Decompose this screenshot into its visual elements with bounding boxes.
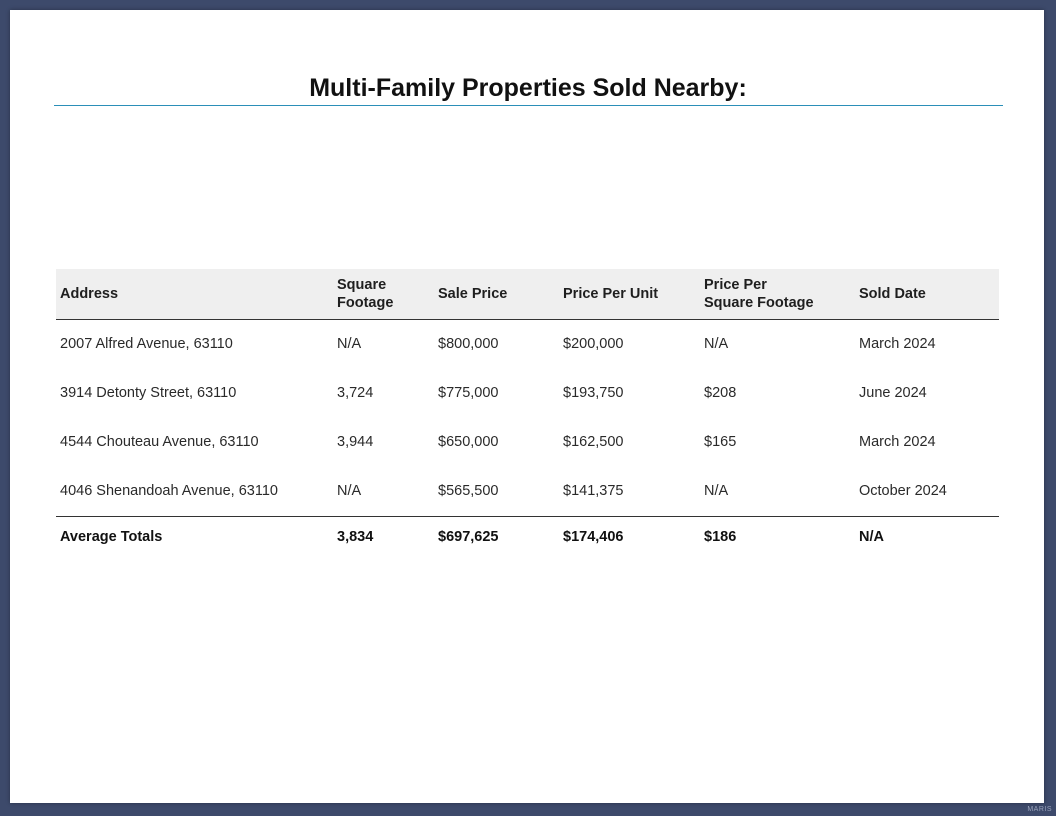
totals-row: Average Totals 3,834 $697,625 $174,406 $… bbox=[56, 515, 999, 557]
header-square-footage-line2: Footage bbox=[337, 294, 394, 311]
cell-price-per-unit: $141,375 bbox=[563, 483, 624, 499]
maris-watermark: MARIS bbox=[1027, 806, 1052, 813]
cell-price-per-sqft: N/A bbox=[704, 336, 729, 352]
cell-address: 2007 Alfred Avenue, 63110 bbox=[60, 336, 233, 352]
cell-price-per-unit: $200,000 bbox=[563, 336, 624, 352]
table-row: 4544 Chouteau Avenue, 63110 3,944 $650,0… bbox=[56, 418, 999, 467]
table-footer: Average Totals 3,834 $697,625 $174,406 $… bbox=[56, 515, 999, 557]
cell-sold-date: June 2024 bbox=[859, 385, 927, 401]
cell-price-per-sqft: N/A bbox=[704, 483, 729, 499]
cell-price-per-sqft: $165 bbox=[704, 434, 737, 450]
title-divider bbox=[54, 105, 1003, 106]
cell-price-per-sqft: $208 bbox=[704, 385, 737, 401]
header-address: Address bbox=[56, 269, 333, 320]
header-price-per-unit: Price Per Unit bbox=[559, 269, 700, 320]
totals-price-per-sqft: $186 bbox=[700, 515, 855, 557]
table-row: 2007 Alfred Avenue, 63110 N/A $800,000 $… bbox=[56, 319, 999, 369]
cell-sale-price: $800,000 bbox=[438, 336, 499, 352]
cell-square-footage: N/A bbox=[337, 483, 362, 499]
cell-address: 3914 Detonty Street, 63110 bbox=[60, 385, 237, 401]
header-sale-price: Sale Price bbox=[434, 269, 559, 320]
cell-address: 4046 Shenandoah Avenue, 63110 bbox=[60, 483, 278, 499]
totals-square-footage: 3,834 bbox=[333, 515, 434, 557]
page-title: Multi-Family Properties Sold Nearby: bbox=[309, 74, 747, 102]
slide-page: Multi-Family Properties Sold Nearby: Add… bbox=[10, 10, 1044, 803]
header-square-footage: Square Footage bbox=[333, 269, 434, 320]
cell-price-per-unit: $193,750 bbox=[563, 385, 624, 401]
header-row: Address Square Footage Sale Price Price … bbox=[56, 269, 999, 320]
cell-sold-date: October 2024 bbox=[859, 483, 947, 499]
cell-sale-price: $565,500 bbox=[438, 483, 499, 499]
cell-sold-date: March 2024 bbox=[859, 336, 936, 352]
header-price-per-sqft-line1: Price Per bbox=[704, 276, 767, 293]
header-price-per-sqft-line2: Square Footage bbox=[704, 294, 814, 311]
table-body: 2007 Alfred Avenue, 63110 N/A $800,000 $… bbox=[56, 319, 999, 516]
cell-sale-price: $775,000 bbox=[438, 385, 499, 401]
header-square-footage-line1: Square bbox=[337, 276, 387, 293]
totals-sold-date: N/A bbox=[855, 515, 999, 557]
cell-price-per-unit: $162,500 bbox=[563, 434, 624, 450]
cell-square-footage: 3,944 bbox=[337, 434, 374, 450]
cell-sold-date: March 2024 bbox=[859, 434, 936, 450]
totals-sale-price: $697,625 bbox=[434, 515, 559, 557]
header-price-per-sqft: Price Per Square Footage bbox=[700, 269, 855, 320]
totals-label: Average Totals bbox=[56, 515, 333, 557]
table-row: 3914 Detonty Street, 63110 3,724 $775,00… bbox=[56, 369, 999, 418]
totals-price-per-unit: $174,406 bbox=[559, 515, 700, 557]
table-row: 4046 Shenandoah Avenue, 63110 N/A $565,5… bbox=[56, 467, 999, 517]
cell-square-footage: 3,724 bbox=[337, 385, 374, 401]
table-header: Address Square Footage Sale Price Price … bbox=[56, 269, 999, 320]
cell-address: 4544 Chouteau Avenue, 63110 bbox=[60, 434, 259, 450]
properties-table: Address Square Footage Sale Price Price … bbox=[56, 269, 999, 557]
header-sold-date: Sold Date bbox=[855, 269, 999, 320]
cell-square-footage: N/A bbox=[337, 336, 362, 352]
cell-sale-price: $650,000 bbox=[438, 434, 499, 450]
